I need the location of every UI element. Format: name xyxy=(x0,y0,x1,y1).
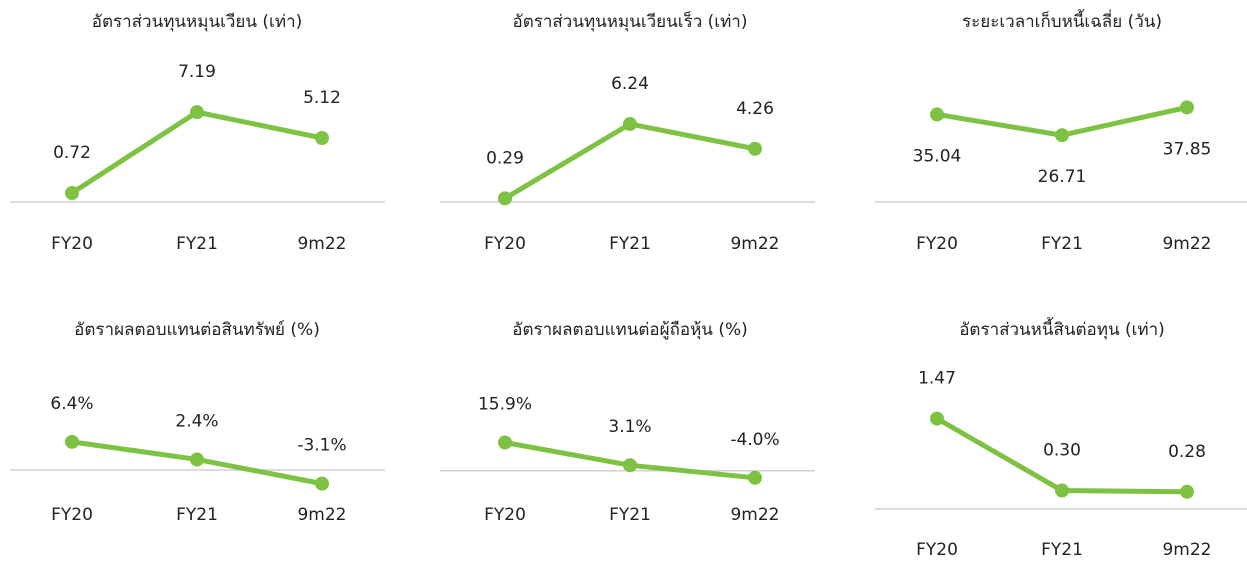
chart-title: อัตราผลตอบแทนต่อผู้ถือหุ้น (%) xyxy=(512,320,748,340)
marker xyxy=(623,458,637,473)
data-label: -3.1% xyxy=(297,436,346,456)
marker xyxy=(498,191,512,206)
data-label: 7.19 xyxy=(178,62,216,82)
marker xyxy=(748,141,762,156)
marker xyxy=(623,117,637,131)
marker xyxy=(1180,100,1194,115)
marker xyxy=(190,452,204,467)
marker xyxy=(65,186,79,200)
chart-title: ระยะเวลาเก็บหนี้เฉลี่ย (วัน) xyxy=(962,9,1162,32)
x-tick-label: FY20 xyxy=(51,234,93,254)
marker xyxy=(1180,484,1194,499)
marker xyxy=(315,131,329,145)
x-tick-label: 9m22 xyxy=(297,505,346,525)
x-tick-label: 9m22 xyxy=(1162,234,1211,254)
x-tick-label: FY20 xyxy=(484,505,526,525)
x-tick-label: FY20 xyxy=(916,540,958,560)
x-tick-label: 9m22 xyxy=(730,234,779,254)
x-tick-label: FY21 xyxy=(176,505,218,525)
data-label: 0.72 xyxy=(53,143,91,163)
data-label: 3.1% xyxy=(608,417,651,437)
data-label: 4.26 xyxy=(736,99,774,119)
marker xyxy=(930,107,944,122)
data-label: 0.28 xyxy=(1168,442,1206,462)
marker xyxy=(748,470,762,485)
data-label: -4.0% xyxy=(730,430,779,450)
chart-title: อัตราส่วนทุนหมุนเวียนเร็ว (เท่า) xyxy=(513,10,748,32)
data-label: 5.12 xyxy=(303,88,341,108)
chart-title: อัตราส่วนทุนหมุนเวียน (เท่า) xyxy=(92,12,303,32)
data-label: 35.04 xyxy=(913,146,962,166)
data-label: 6.24 xyxy=(611,74,649,94)
chart-title: อัตราส่วนหนี้สินต่อทุน (เท่า) xyxy=(959,317,1165,340)
data-label: 0.30 xyxy=(1043,441,1081,461)
x-tick-label: FY21 xyxy=(1041,540,1083,560)
x-tick-label: FY21 xyxy=(176,234,218,254)
marker xyxy=(930,411,944,426)
line xyxy=(503,121,756,201)
x-tick-label: FY20 xyxy=(51,505,93,525)
data-label: 1.47 xyxy=(918,369,956,389)
data-label: 15.9% xyxy=(478,395,532,415)
data-label: 26.71 xyxy=(1038,167,1087,187)
data-label: 37.85 xyxy=(1163,139,1212,159)
x-tick-label: 9m22 xyxy=(730,505,779,525)
data-label: 2.4% xyxy=(175,411,218,431)
line xyxy=(70,109,323,196)
marker xyxy=(1055,483,1069,498)
marker xyxy=(498,435,512,450)
data-label: 6.4% xyxy=(50,394,93,414)
chart-title: อัตราผลตอบแทนต่อสินทรัพย์ (%) xyxy=(74,320,320,340)
x-tick-label: FY20 xyxy=(916,234,958,254)
data-label: 0.29 xyxy=(486,148,524,168)
marker xyxy=(65,434,79,449)
x-tick-label: FY21 xyxy=(609,234,651,254)
x-tick-label: FY21 xyxy=(1041,234,1083,254)
x-tick-label: 9m22 xyxy=(1162,540,1211,560)
marker xyxy=(190,105,204,120)
x-tick-label: 9m22 xyxy=(297,234,346,254)
marker xyxy=(315,476,329,491)
x-tick-label: FY20 xyxy=(484,234,526,254)
x-tick-label: FY21 xyxy=(609,505,651,525)
marker xyxy=(1055,128,1069,143)
